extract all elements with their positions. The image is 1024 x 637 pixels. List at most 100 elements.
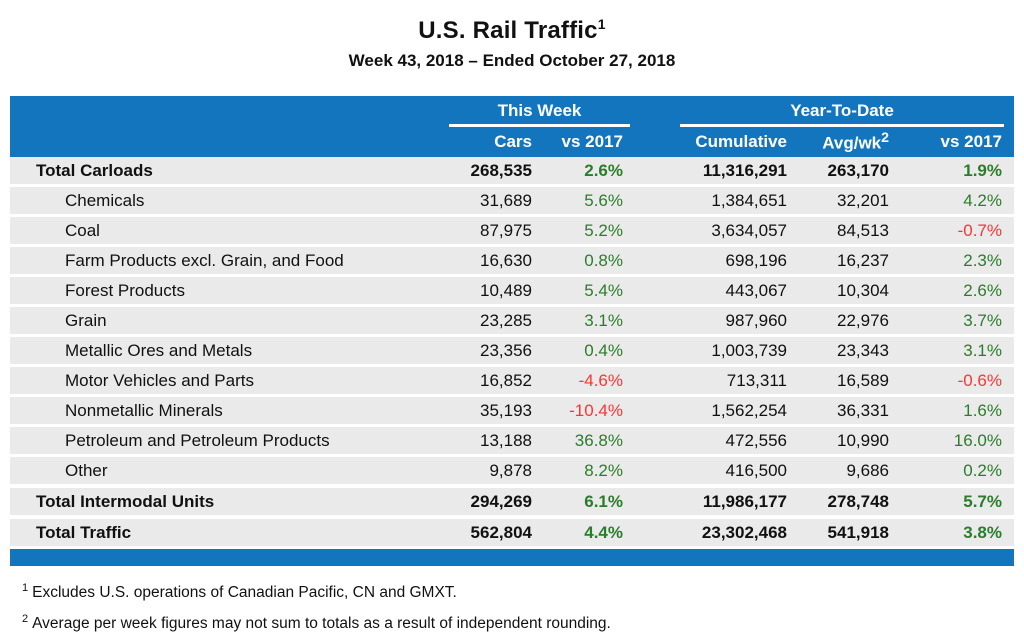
group-header-year-to-date: Year-To-Date <box>680 101 1004 127</box>
row-label: Metallic Ores and Metals <box>65 340 253 360</box>
column-header-row: Cars vs 2017 Cumulative Avg/wk2 vs 2017 <box>10 127 1014 157</box>
cell-cumulative: 416,500 <box>725 460 787 480</box>
cell-cars: 16,630 <box>480 250 532 270</box>
row-label: Total Traffic <box>36 522 132 542</box>
cell-week-vs-2017: 5.4% <box>584 280 623 300</box>
avg-per-week-label: Avg/wk <box>822 133 882 153</box>
cell-week-vs-2017: 5.6% <box>584 190 623 210</box>
row-label: Farm Products excl. Grain, and Food <box>65 250 344 270</box>
cell-cars: 562,804 <box>470 522 532 542</box>
cell-cars: 31,689 <box>480 190 532 210</box>
cell-ytd-vs-2017: 1.9% <box>963 160 1002 180</box>
cell-ytd-vs-2017: 1.6% <box>963 400 1002 420</box>
rail-traffic-table: This Week Year-To-Date Cars vs 2017 Cumu… <box>10 96 1014 566</box>
footnote: 2 Average per week figures may not sum to… <box>22 606 1024 637</box>
cell-week-vs-2017: 8.2% <box>584 460 623 480</box>
cell-ytd-vs-2017: -0.6% <box>957 370 1002 390</box>
cell-avg-per-week: 541,918 <box>827 522 889 542</box>
cell-cars: 23,356 <box>480 340 532 360</box>
column-header-cumulative: Cumulative <box>695 132 787 151</box>
footnote: 1 Excludes U.S. operations of Canadian Pa… <box>22 575 1024 606</box>
table-footer-bar <box>10 549 1014 566</box>
table-row: Metallic Ores and Metals 23,356 0.4% 1,0… <box>10 337 1014 364</box>
cell-week-vs-2017: 0.4% <box>584 340 623 360</box>
row-label: Total Intermodal Units <box>36 491 215 511</box>
cell-cars: 87,975 <box>480 220 532 240</box>
cell-cars: 23,285 <box>480 310 532 330</box>
row-label: Motor Vehicles and Parts <box>65 370 254 390</box>
cell-week-vs-2017: 6.1% <box>584 491 623 511</box>
cell-cumulative: 713,311 <box>726 370 787 390</box>
cell-avg-per-week: 36,331 <box>837 400 889 420</box>
cell-week-vs-2017: -4.6% <box>578 370 623 390</box>
table-row: Other 9,878 8.2% 416,500 9,686 0.2% <box>10 457 1014 484</box>
table-row: Motor Vehicles and Parts 16,852 -4.6% 71… <box>10 367 1014 394</box>
footnotes: 1 Excludes U.S. operations of Canadian Pa… <box>22 575 1024 637</box>
cell-avg-per-week: 16,237 <box>837 250 889 270</box>
group-header-row: This Week Year-To-Date <box>10 96 1014 127</box>
cell-avg-per-week: 22,976 <box>837 310 889 330</box>
cell-avg-per-week: 9,686 <box>846 460 889 480</box>
cell-avg-per-week: 32,201 <box>837 190 889 210</box>
footnote-ref: 2 <box>22 613 29 626</box>
cell-week-vs-2017: 5.2% <box>584 220 623 240</box>
row-label: Chemicals <box>65 190 145 210</box>
cell-ytd-vs-2017: 3.1% <box>963 340 1002 360</box>
cell-cumulative: 1,003,739 <box>711 340 787 360</box>
footnote-text: Average per week figures may not sum to … <box>32 615 611 633</box>
cell-cumulative: 1,384,651 <box>711 190 787 210</box>
cell-cars: 16,852 <box>480 370 532 390</box>
cell-avg-per-week: 23,343 <box>837 340 889 360</box>
cell-cumulative: 3,634,057 <box>711 220 787 240</box>
cell-ytd-vs-2017: 2.3% <box>963 250 1002 270</box>
cell-ytd-vs-2017: 0.2% <box>963 460 1002 480</box>
group-header-this-week: This Week <box>449 101 630 127</box>
row-label: Coal <box>65 220 100 240</box>
cell-ytd-vs-2017: -0.7% <box>957 220 1002 240</box>
cell-cumulative: 443,067 <box>725 280 787 300</box>
cell-week-vs-2017: 2.6% <box>584 160 623 180</box>
footnote-ref: 1 <box>22 582 29 594</box>
cell-cumulative: 11,986,177 <box>702 491 787 511</box>
cell-ytd-vs-2017: 16.0% <box>953 430 1002 450</box>
table-header: This Week Year-To-Date Cars vs 2017 Cumu… <box>10 96 1014 157</box>
cell-avg-per-week: 278,748 <box>827 491 889 511</box>
cell-ytd-vs-2017: 3.8% <box>963 522 1002 542</box>
cell-ytd-vs-2017: 2.6% <box>963 280 1002 300</box>
footnote-text: Excludes U.S. operations of Canadian Pac… <box>32 584 457 602</box>
cell-cumulative: 1,562,254 <box>711 400 787 420</box>
cell-avg-per-week: 10,990 <box>837 430 889 450</box>
table-row: Nonmetallic Minerals 35,193 -10.4% 1,562… <box>10 397 1014 424</box>
page-title: U.S. Rail Traffic1 <box>0 8 1024 47</box>
row-label: Total Carloads <box>36 160 153 180</box>
table-row: Total Intermodal Units 294,269 6.1% 11,9… <box>10 488 1014 515</box>
cell-cumulative: 23,302,468 <box>701 522 787 542</box>
row-label: Grain <box>65 310 107 330</box>
column-header-cars: Cars <box>494 132 532 151</box>
row-label: Other <box>65 460 108 480</box>
table-row: Petroleum and Petroleum Products 13,188 … <box>10 427 1014 454</box>
title-footnote-ref: 1 <box>597 16 606 32</box>
avg-week-footnote-ref: 2 <box>881 130 889 147</box>
table-body: Total Carloads 268,535 2.6% 11,316,291 2… <box>10 157 1014 546</box>
table-row: Farm Products excl. Grain, and Food 16,6… <box>10 247 1014 274</box>
cell-ytd-vs-2017: 5.7% <box>963 491 1002 511</box>
cell-ytd-vs-2017: 3.7% <box>963 310 1002 330</box>
table-row: Grain 23,285 3.1% 987,960 22,976 3.7% <box>10 307 1014 334</box>
cell-cars: 294,269 <box>470 491 532 511</box>
table-row: Chemicals 31,689 5.6% 1,384,651 32,201 4… <box>10 187 1014 214</box>
cell-week-vs-2017: 4.4% <box>584 522 623 542</box>
table-row: Coal 87,975 5.2% 3,634,057 84,513 -0.7% <box>10 217 1014 244</box>
cell-week-vs-2017: 0.8% <box>584 250 623 270</box>
cell-cars: 35,193 <box>480 400 532 420</box>
cell-cars: 13,188 <box>480 430 532 450</box>
table-row: Total Traffic 562,804 4.4% 23,302,468 54… <box>10 519 1014 546</box>
cell-cumulative: 987,960 <box>725 310 787 330</box>
column-header-ytd-vs-2017: vs 2017 <box>940 132 1002 151</box>
cell-week-vs-2017: 3.1% <box>584 310 623 330</box>
cell-avg-per-week: 263,170 <box>827 160 889 180</box>
column-header-avg-per-week: Avg/wk2 <box>795 130 899 154</box>
cell-avg-per-week: 10,304 <box>837 280 889 300</box>
row-label: Petroleum and Petroleum Products <box>65 430 330 450</box>
cell-cumulative: 472,556 <box>725 430 787 450</box>
